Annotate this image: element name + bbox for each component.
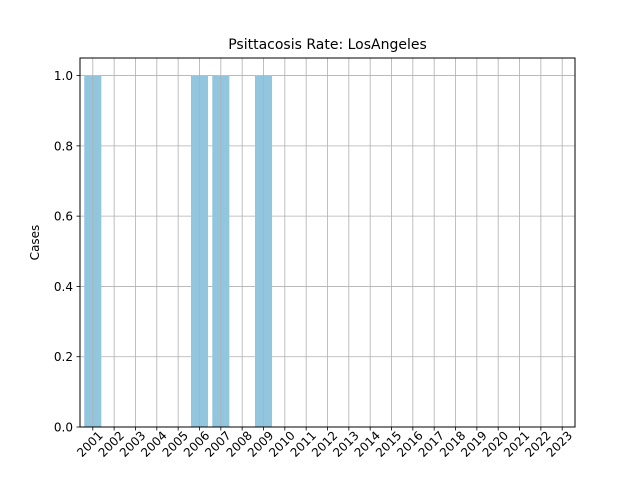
y-tick-label: 0.8 xyxy=(54,139,73,153)
y-tick-label: 1.0 xyxy=(54,69,73,83)
x-axis-label: Year xyxy=(314,478,340,480)
y-axis: 0.0 0.2 0.4 0.6 0.8 1.0 xyxy=(54,69,80,435)
chart-title: Psittacosis Rate: LosAngeles xyxy=(228,37,427,53)
y-tick-label: 0.4 xyxy=(54,280,73,294)
y-tick-label: 0.0 xyxy=(54,421,73,435)
y-tick-label: 0.6 xyxy=(54,210,73,224)
y-tick-label: 0.2 xyxy=(54,350,73,364)
bars xyxy=(84,58,563,428)
y-axis-label: Cases xyxy=(28,225,42,261)
x-axis: 2001200220032004200520062007200820092010… xyxy=(74,427,575,460)
